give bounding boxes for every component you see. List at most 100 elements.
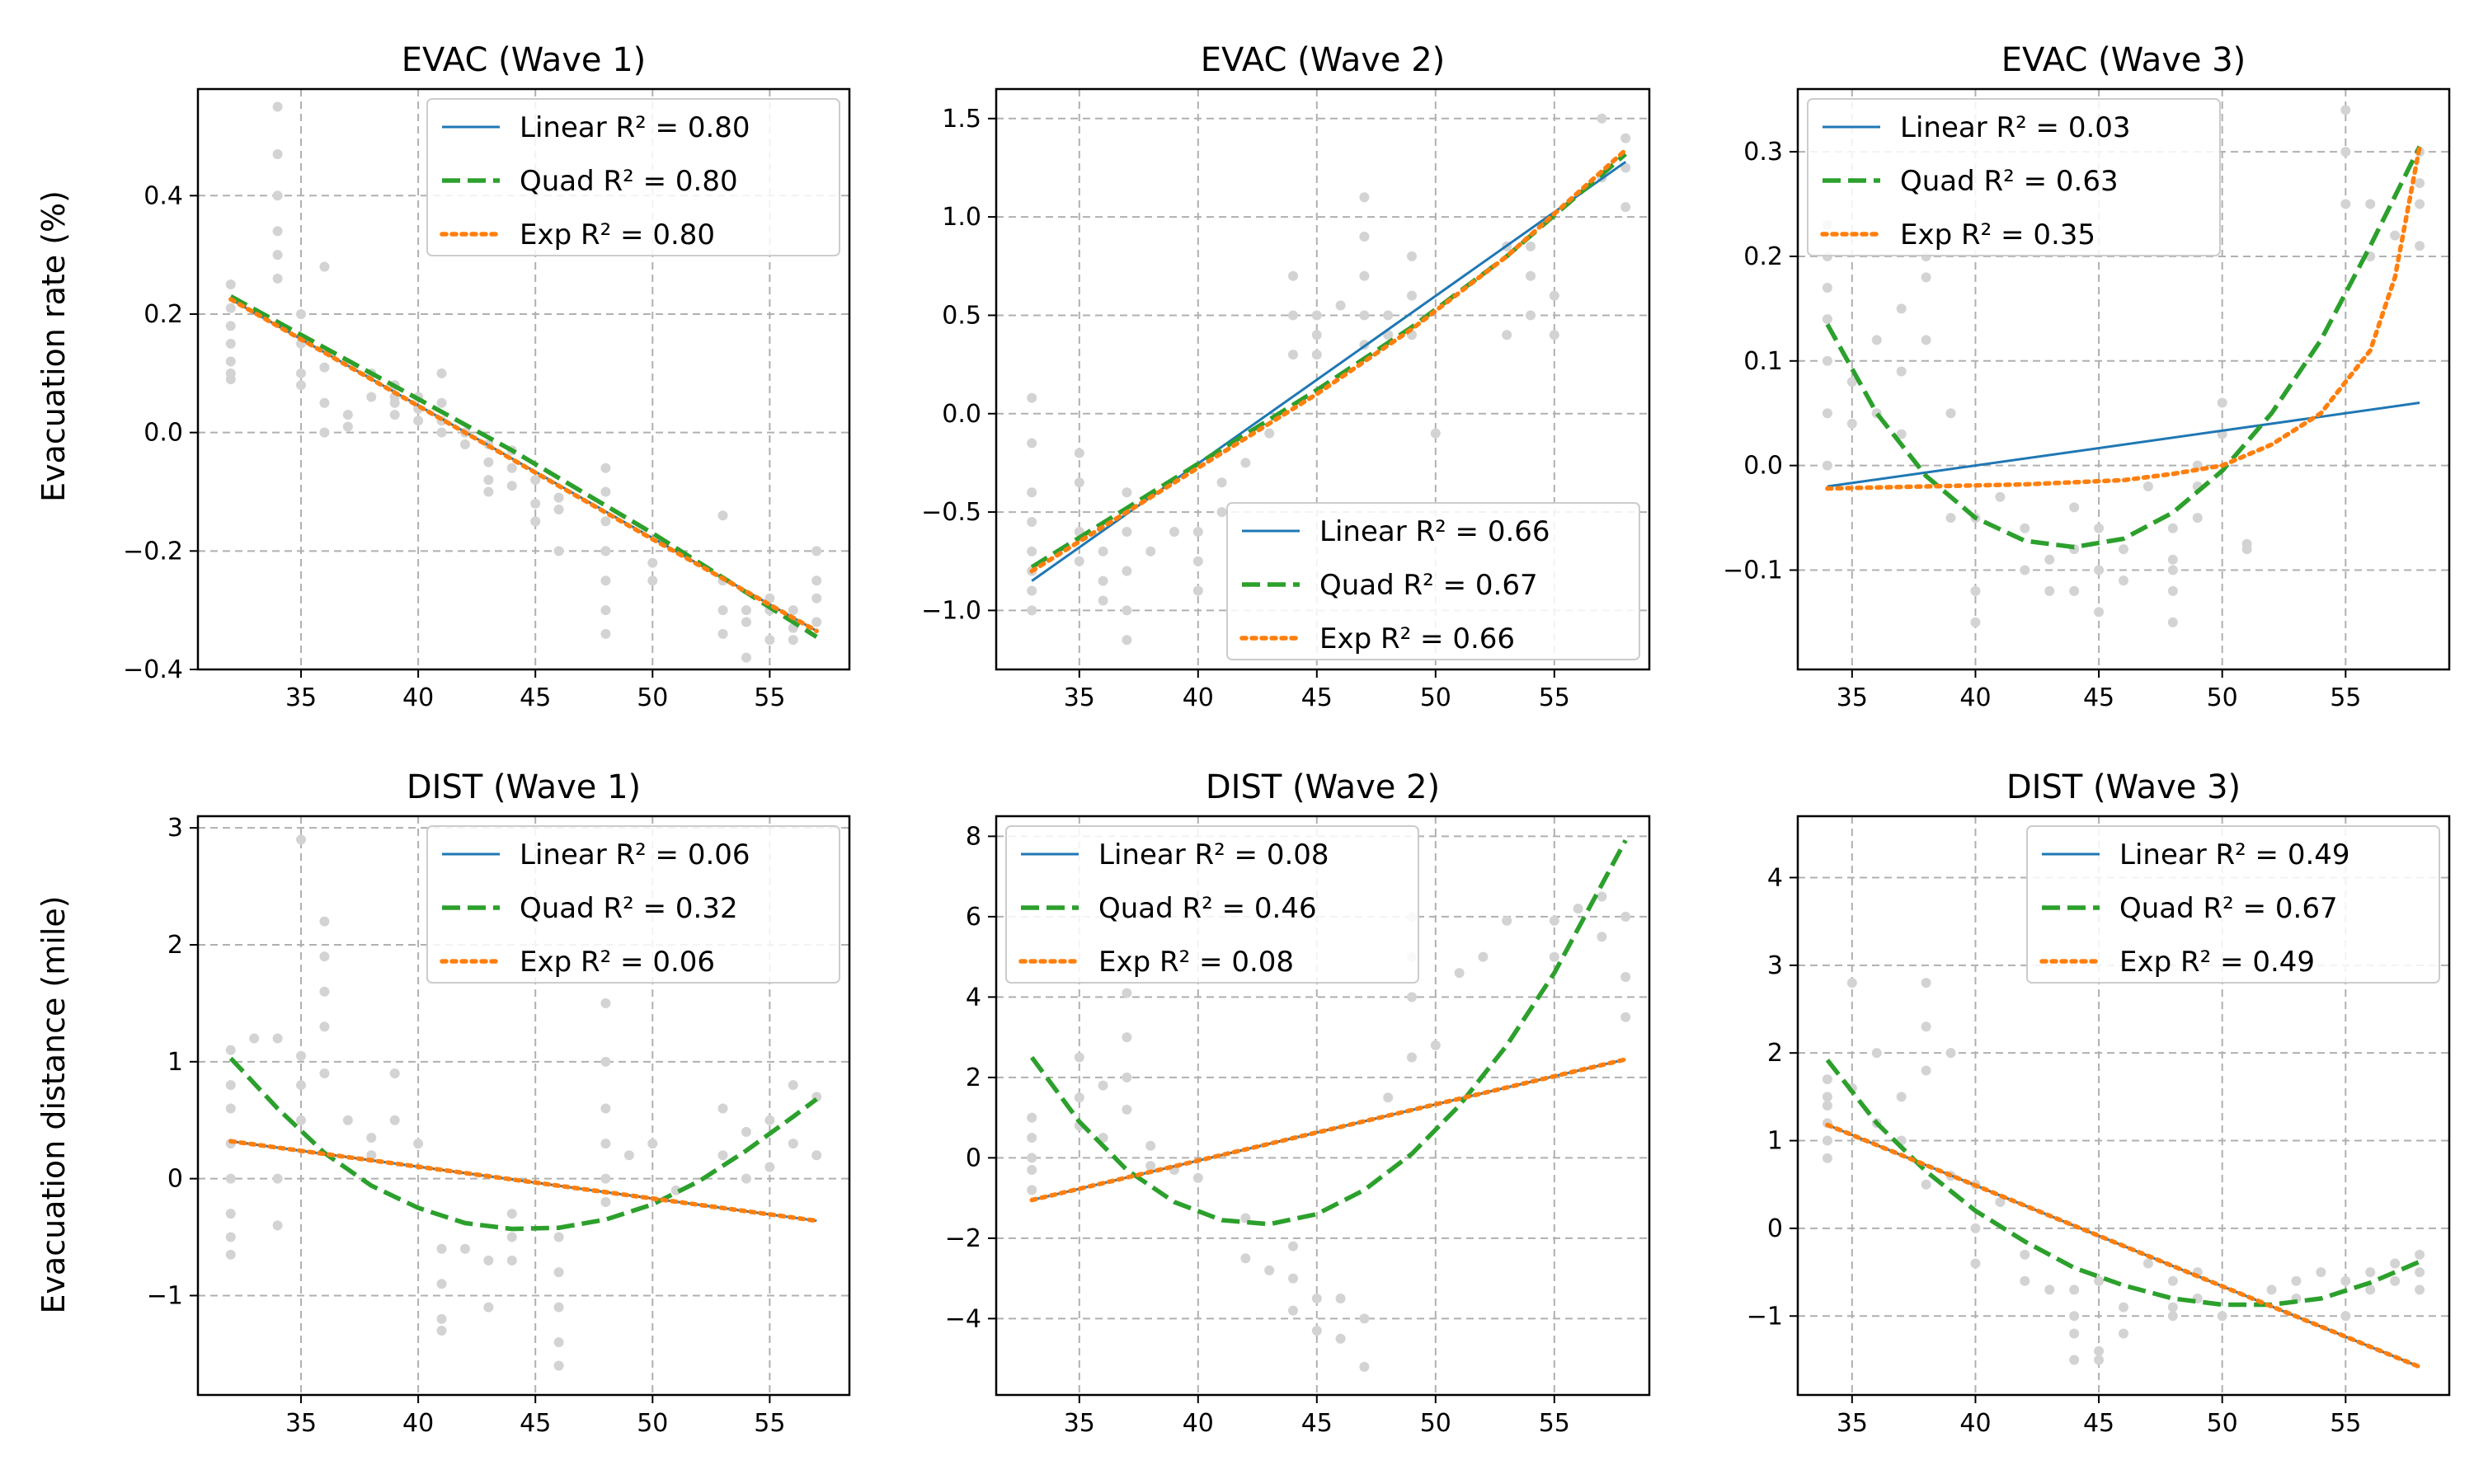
scatter-point: [2390, 1258, 2401, 1269]
y-tick-label: 2: [966, 1064, 981, 1092]
scatter-point: [600, 546, 611, 556]
scatter-point: [1311, 330, 1322, 340]
scatter-point: [600, 1173, 611, 1184]
scatter-point: [249, 1033, 260, 1044]
x-tick-label: 40: [1183, 1409, 1214, 1438]
scatter-point: [1122, 487, 1132, 498]
scatter-point: [600, 516, 611, 527]
scatter-point: [600, 463, 611, 473]
scatter-point: [413, 416, 424, 426]
scatter-point: [811, 546, 822, 556]
x-tick-label: 45: [1301, 683, 1333, 712]
scatter-point: [2020, 1275, 2030, 1286]
scatter-point: [1478, 951, 1489, 962]
scatter-point: [717, 1150, 728, 1161]
x-tick-label: 40: [1959, 1409, 1991, 1438]
scatter-point: [1074, 448, 1084, 458]
scatter-point: [225, 1249, 236, 1260]
y-tick-label: 0.0: [1743, 452, 1783, 481]
y-tick-label: 0.0: [942, 400, 981, 429]
scatter-point: [1288, 1305, 1298, 1316]
row-1-ylabel: Evacuation rate (%): [35, 190, 72, 502]
legend-label: Exp R² = 0.06: [520, 946, 715, 979]
scatter-point: [1822, 1135, 1832, 1146]
scatter-point: [2340, 199, 2351, 209]
scatter-point: [1264, 428, 1275, 439]
x-tick-label: 35: [1837, 1409, 1868, 1438]
scatter-point: [811, 593, 822, 603]
scatter-point: [1846, 418, 1857, 429]
scatter-point: [600, 628, 611, 639]
scatter-point: [600, 1103, 611, 1114]
scatter-point: [2020, 523, 2030, 533]
scatter-point: [272, 149, 283, 160]
x-tick-label: 50: [2207, 1409, 2238, 1438]
scatter-point: [1122, 1072, 1132, 1082]
scatter-point: [1335, 300, 1346, 311]
scatter-point: [1896, 303, 1907, 314]
scatter-point: [2241, 544, 2252, 555]
scatter-point: [1311, 1294, 1322, 1303]
scatter-point: [2316, 1267, 2326, 1278]
subplot-title: EVAC (Wave 3): [2001, 41, 2246, 79]
scatter-point: [1192, 556, 1203, 566]
scatter-point: [389, 1115, 400, 1125]
scatter-point: [2167, 617, 2178, 627]
quad-fit-line: [228, 1056, 818, 1232]
scatter-point: [296, 834, 307, 845]
subplot-6: 35 40 45 50 55 −1 0 1 2 3 4 DIST (Wave 3) Linear R² …: [1747, 768, 2451, 1438]
scatter-point: [1945, 513, 1956, 524]
scatter-point: [1896, 366, 1907, 377]
scatter-point: [1896, 1092, 1907, 1102]
scatter-point: [296, 1115, 307, 1125]
scatter-point: [1526, 241, 1536, 251]
scatter-point: [553, 1267, 564, 1278]
subplot-2: 35 40 45 50 55 −1.0 −0.5 0.0 0.5 1.0 1.5 EVAC (Wave…: [921, 41, 1651, 712]
legend: Linear R² = 0.80 Quad R² = 0.80 Exp R² = 0…: [426, 98, 840, 256]
x-tick-label: 45: [1301, 1409, 1333, 1438]
y-tick-label: −0.4: [123, 655, 183, 684]
y-tick-label: 0.1: [1743, 347, 1783, 376]
linear-fit-line: [1827, 402, 2420, 488]
scatter-point: [319, 1021, 330, 1032]
axes-frame: [995, 87, 1651, 671]
scatter-point: [2365, 199, 2376, 209]
legend-label: Quad R² = 0.46: [1098, 892, 1317, 925]
scatter-point: [1027, 1112, 1037, 1123]
scatter-point: [741, 605, 751, 616]
scatter-point: [2142, 1258, 2153, 1269]
scatter-point: [2167, 1275, 2178, 1286]
scatter-point: [225, 303, 236, 313]
scatter-point: [436, 368, 447, 378]
scatter-point: [1383, 310, 1394, 321]
scatter-point: [1822, 1153, 1832, 1163]
scatter-point: [1027, 1165, 1037, 1175]
legend: Linear R² = 0.49 Quad R² = 0.67 Exp R² = 0…: [2026, 825, 2440, 984]
scatter-point: [436, 1326, 447, 1336]
scatter-point: [272, 226, 283, 237]
scatter-point: [553, 492, 564, 503]
scatter-point: [1526, 310, 1536, 321]
scatter-point: [1822, 460, 1832, 471]
legend-label: Linear R² = 0.66: [1319, 515, 1550, 548]
x-tick-label: 55: [754, 683, 785, 712]
row-2-ylabel: Evacuation distance (mile): [35, 895, 72, 1313]
y-tick-label: −2: [945, 1224, 981, 1253]
y-tick-label: 0.0: [143, 419, 183, 448]
exp-fit-line: [228, 297, 819, 634]
scatter-point: [2266, 1284, 2277, 1295]
scatter-point: [1407, 992, 1417, 1003]
scatter-point: [788, 1139, 798, 1149]
scatter-point: [1970, 617, 1981, 627]
x-tick-label: 55: [1539, 1409, 1570, 1438]
scatter-point: [436, 1279, 447, 1289]
scatter-point: [272, 101, 283, 112]
scatter-point: [1620, 202, 1631, 213]
scatter-point: [2415, 241, 2425, 251]
scatter-point: [600, 1139, 611, 1149]
scatter-point: [1620, 162, 1631, 173]
scatter-point: [530, 498, 541, 509]
legend-label: Quad R² = 0.67: [1319, 569, 1538, 602]
scatter-point: [436, 1243, 447, 1254]
scatter-point: [600, 1056, 611, 1067]
